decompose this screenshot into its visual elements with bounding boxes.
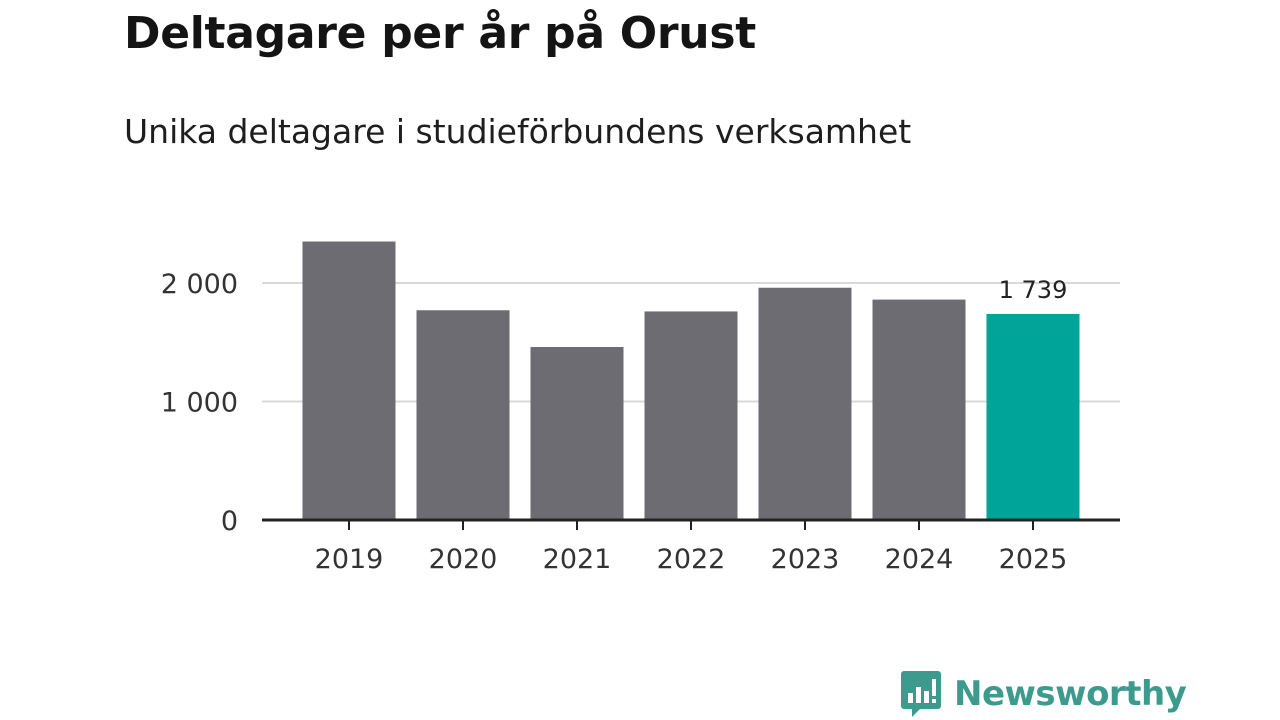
bar-2025: [986, 313, 1080, 520]
bar-2019: [302, 241, 396, 520]
x-tick-label: 2023: [771, 544, 840, 575]
x-tick-label: 2022: [657, 544, 726, 575]
bar-2021: [530, 346, 624, 520]
y-tick-label: 1 000: [161, 388, 238, 419]
x-tick-label: 2024: [885, 544, 954, 575]
y-tick-label: 2 000: [161, 269, 238, 300]
data-label-2025: 1 739: [999, 276, 1068, 304]
chart-subtitle: Unika deltagare i studieförbundens verks…: [124, 112, 912, 151]
x-tick-label: 2025: [999, 544, 1068, 575]
bar-2022: [644, 311, 738, 520]
brand-logo: Newsworthy: [900, 668, 1187, 720]
brand-name: Newsworthy: [954, 674, 1187, 714]
x-tick-label: 2021: [543, 544, 612, 575]
bar-2023: [758, 287, 852, 520]
x-tick-label: 2019: [315, 544, 384, 575]
bar-2024: [872, 299, 966, 520]
bar-2020: [416, 310, 510, 520]
chart-title: Deltagare per år på Orust: [124, 8, 756, 59]
bar-chart-speech-bubble-icon: [901, 671, 941, 717]
bar-chart: 0 1 000 2 000 2019 2020 2021 2022 2023 2024 2025 1…: [161, 241, 1120, 575]
x-tick-label: 2020: [429, 544, 498, 575]
y-tick-label: 0: [221, 506, 238, 537]
